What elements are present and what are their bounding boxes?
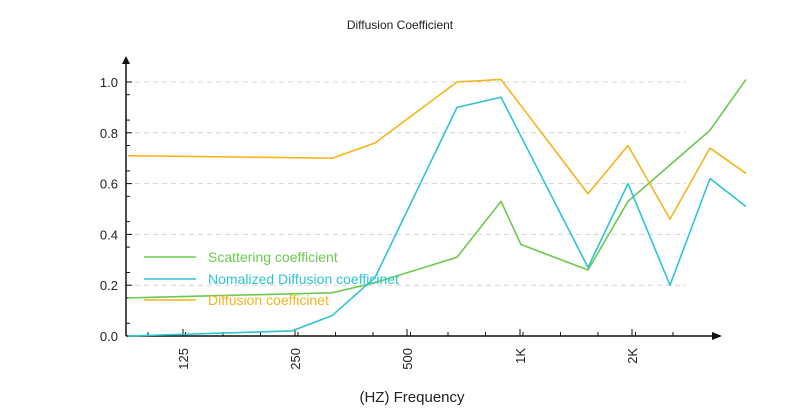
legend-label: Scattering coefficient <box>208 249 338 265</box>
series-line-2 <box>127 96 747 337</box>
y-tick-label: 0.8 <box>100 126 118 141</box>
x-tick-label: 1K <box>513 348 528 364</box>
y-tick-label: 0.2 <box>100 278 118 293</box>
series-lines <box>127 78 747 337</box>
axes: 0.0 0.2 0.4 0.6 0.8 1.0 125 250 500 1K 2K <box>100 56 722 370</box>
x-axis-title: (HZ) Frequency <box>359 389 465 406</box>
grid-lines <box>126 81 686 286</box>
legend-label: Nomalized Diffusion coefficinet <box>208 271 399 287</box>
y-tick-label: 0.6 <box>100 177 118 192</box>
y-tick-label: 0.4 <box>100 227 118 242</box>
y-tick-label: 1.0 <box>100 75 118 90</box>
x-tick-label: 2K <box>625 348 640 364</box>
series-line-3 <box>127 78 747 220</box>
x-axis-arrow <box>712 332 722 340</box>
legend: Scattering coefficient Nomalized Diffusio… <box>144 249 399 308</box>
x-tick-label: 125 <box>176 348 191 370</box>
y-tick-label: 0.0 <box>100 329 118 344</box>
x-tick-label: 500 <box>400 348 415 370</box>
series-line-1 <box>127 78 747 299</box>
x-tick-label: 250 <box>288 348 303 370</box>
y-axis-arrow <box>122 56 130 64</box>
chart-title: Diffusion Coefficient <box>346 18 454 32</box>
legend-label: Diffusion coefficinet <box>208 292 329 308</box>
